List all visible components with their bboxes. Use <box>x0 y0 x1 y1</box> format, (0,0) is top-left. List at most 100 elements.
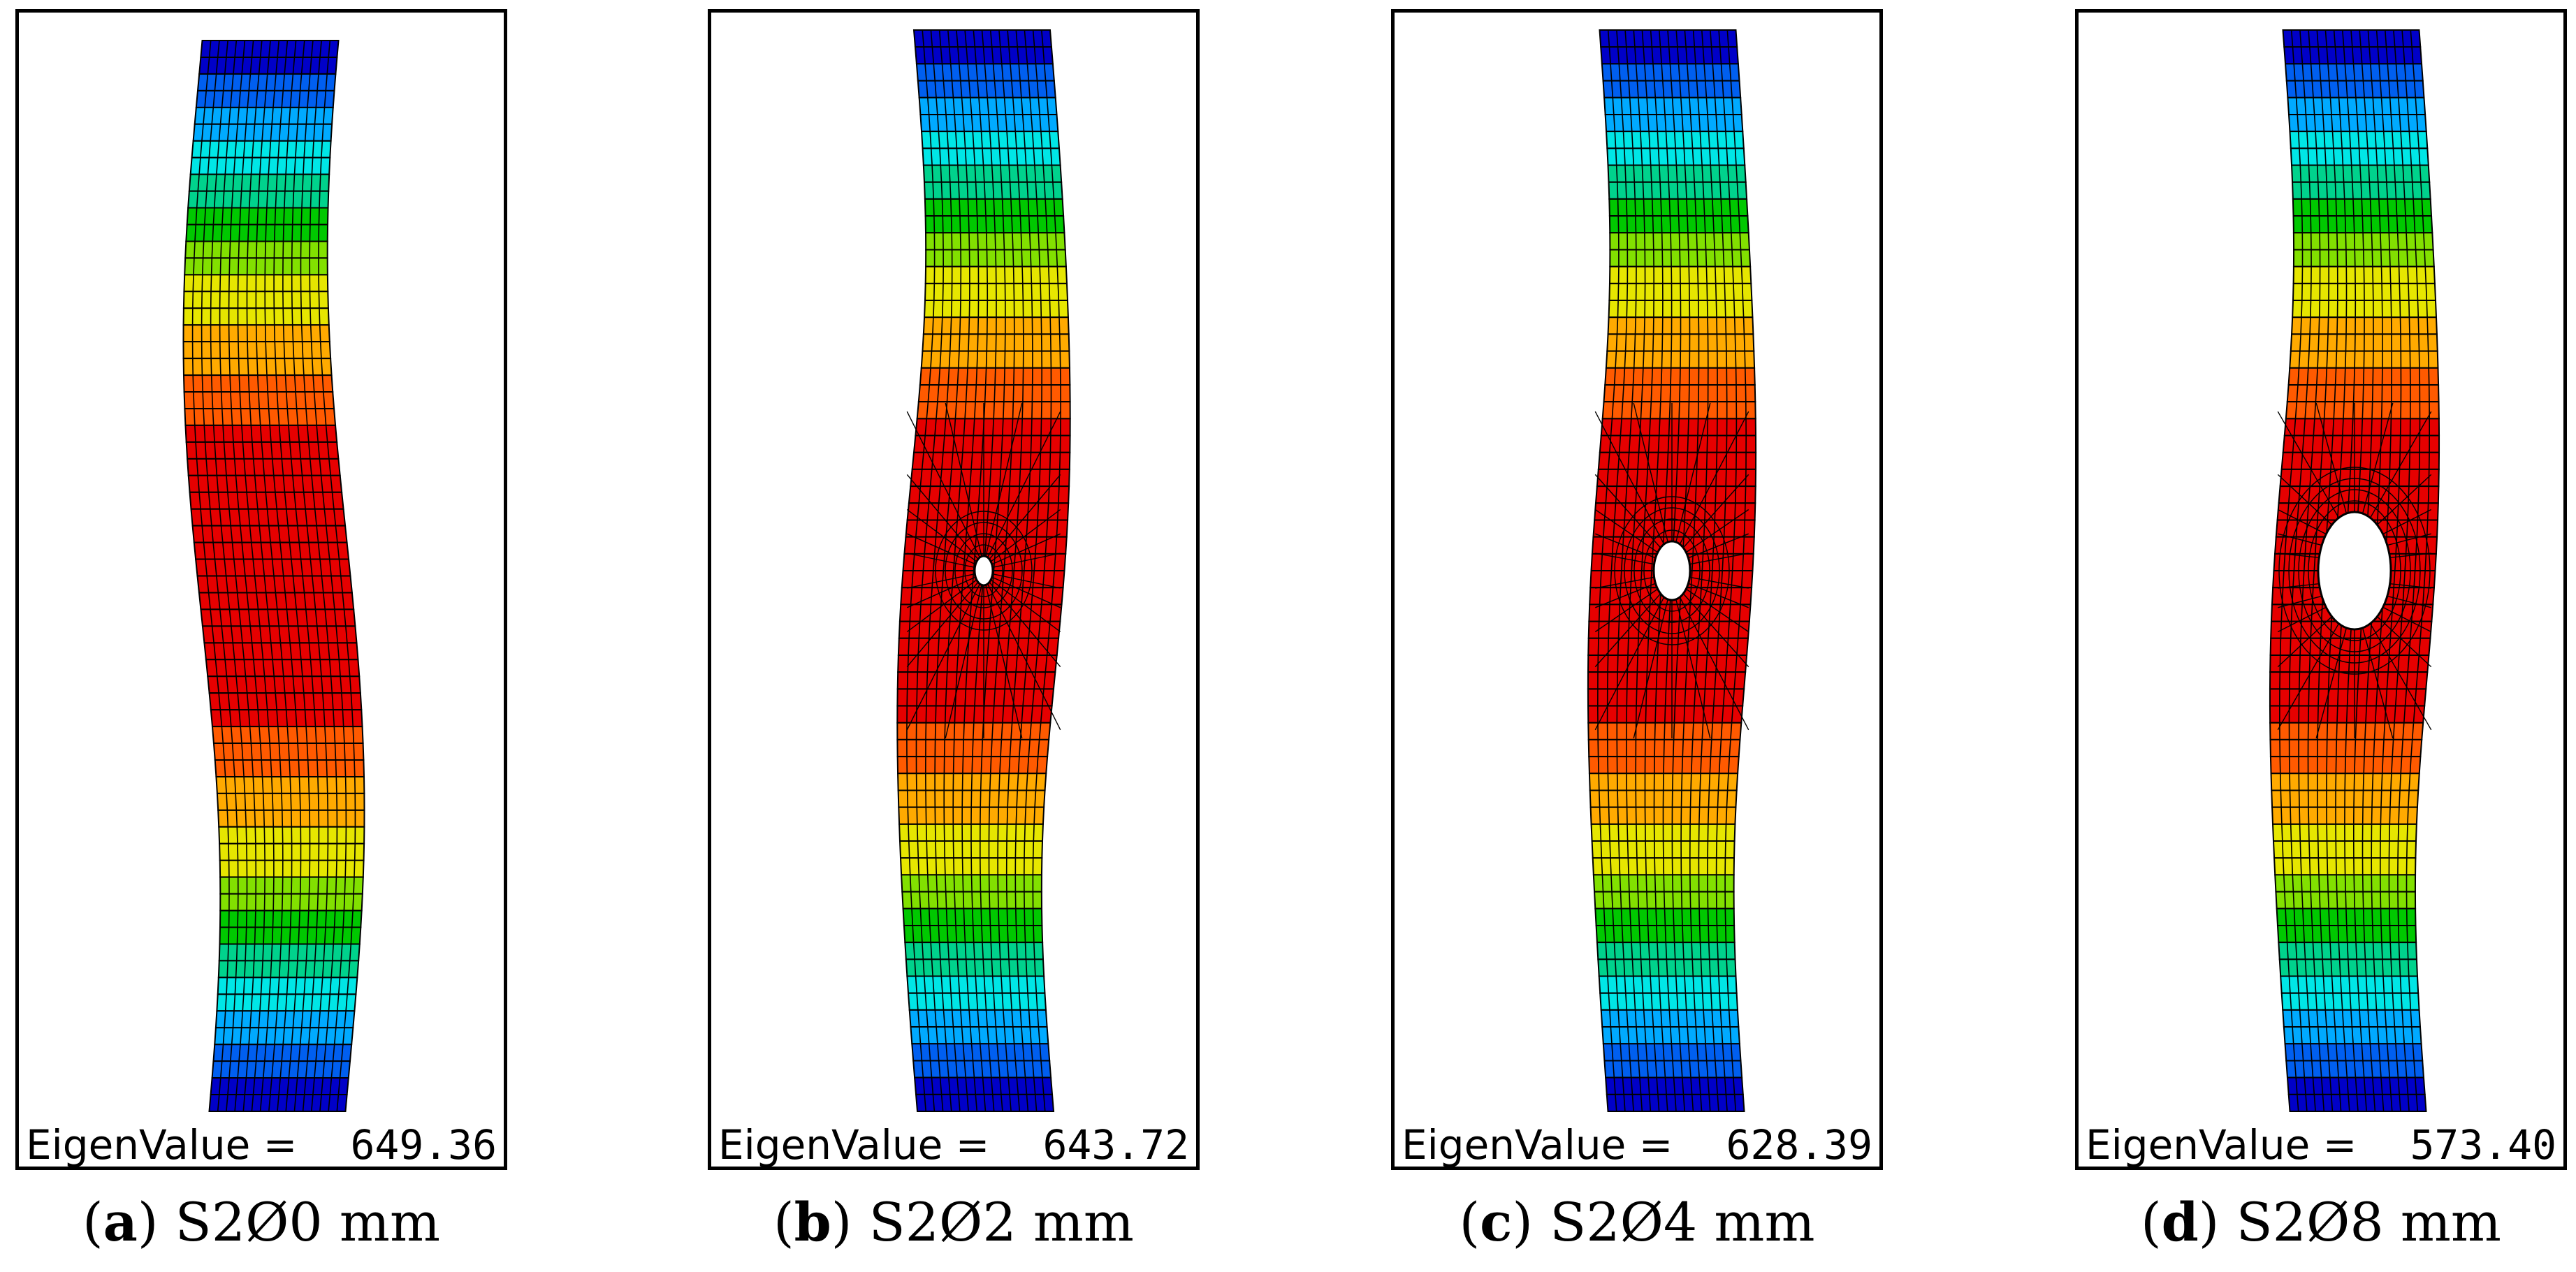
eigenvalue-label: EigenValue = <box>2086 1121 2357 1169</box>
radial-mesh-line <box>1675 402 1711 543</box>
radial-mesh-line <box>2382 606 2432 633</box>
radial-mesh-line <box>2382 509 2432 535</box>
radial-mesh-line <box>945 585 982 739</box>
radial-mesh-line <box>2277 474 2333 525</box>
eigenvalue-readout-d: EigenValue = 573.40 <box>2086 1120 2556 1170</box>
radial-mesh-line <box>2387 595 2431 608</box>
mesh-column-line <box>291 40 329 1112</box>
radial-mesh-line <box>907 576 976 608</box>
radial-mesh-line <box>1594 597 1665 731</box>
beam-mode-shape-a <box>182 40 365 1112</box>
radial-mesh-line <box>989 581 1061 668</box>
radial-mesh-line <box>2362 627 2394 739</box>
radial-mesh-line <box>1594 588 1659 633</box>
radial-mesh-line <box>2277 623 2340 731</box>
caption-label: S2Ø0 mm <box>175 1191 441 1253</box>
caption-d: (d) S2Ø8 mm <box>2141 1191 2501 1253</box>
radial-mesh-line <box>985 402 1023 557</box>
radial-mesh-line <box>2278 533 2322 546</box>
caption-label: S2Ø8 mm <box>2236 1191 2501 1253</box>
beam-mode-shape-d <box>2269 29 2440 1112</box>
radial-mesh-line <box>2277 606 2327 633</box>
eigenvalue-value: 573.40 <box>2410 1121 2556 1169</box>
mesh-column-line <box>191 40 230 1112</box>
radial-mesh-line <box>1688 583 1749 608</box>
radial-mesh-line <box>1594 411 1665 545</box>
mesh-column-line <box>246 40 284 1112</box>
caption-label: S2Ø2 mm <box>868 1191 1134 1253</box>
radial-mesh-line <box>1675 599 1711 739</box>
mesh-column-line <box>318 40 356 1112</box>
beam-mode-shape-c <box>1587 29 1757 1112</box>
eigenvalue-readout-b: EigenValue = 643.72 <box>718 1120 1189 1170</box>
radial-mesh-line <box>1633 599 1668 739</box>
mesh-column-line <box>237 40 275 1112</box>
radial-mesh-line <box>2369 623 2432 731</box>
radial-mesh-line <box>906 583 981 731</box>
eigenvalue-label: EigenValue = <box>1402 1121 1673 1169</box>
eigenvalue-label: EigenValue = <box>26 1121 298 1169</box>
ring-mesh-line <box>964 544 1003 597</box>
ring-mesh-line <box>1614 496 1730 645</box>
radial-mesh-line <box>991 576 1061 608</box>
radial-mesh-line <box>2376 474 2432 525</box>
panel-b: EigenValue = 643.72 <box>708 9 1200 1170</box>
caption-a: (a) S2Ø0 mm <box>82 1191 441 1253</box>
mesh-column-line <box>300 40 338 1112</box>
beam-mode-shape-b <box>896 29 1071 1112</box>
radial-mesh-line <box>1594 509 1659 553</box>
radial-mesh-line <box>906 579 977 633</box>
radial-mesh-line <box>1679 597 1749 731</box>
radial-mesh-line <box>1594 593 1661 668</box>
radial-mesh-line <box>906 474 979 560</box>
radial-mesh-line <box>907 573 975 589</box>
radial-mesh-line <box>2315 402 2348 514</box>
mesh-column-line <box>219 40 257 1112</box>
radial-mesh-line <box>2277 411 2340 518</box>
radial-mesh-line <box>906 509 977 562</box>
circular-hole <box>1652 540 1691 601</box>
radial-mesh-line <box>907 533 976 565</box>
radial-mesh-line <box>2376 616 2432 668</box>
radial-mesh-line <box>1595 533 1656 559</box>
caption-letter: c <box>1480 1191 1513 1253</box>
eigenvalue-value: 649.36 <box>350 1121 497 1169</box>
circular-hole <box>2317 511 2392 631</box>
radial-mesh-line <box>985 585 1023 739</box>
panel-d: EigenValue = 573.40 <box>2075 9 2567 1170</box>
mesh-column-line <box>201 40 239 1112</box>
caption-label: S2Ø4 mm <box>1550 1191 1815 1253</box>
radial-mesh-line <box>1685 509 1749 553</box>
panel-a: EigenValue = 649.36 <box>15 9 507 1170</box>
ring-mesh-line <box>2298 489 2411 652</box>
eigenvalue-readout-a: EigenValue = 649.36 <box>26 1120 497 1170</box>
ring-mesh-line <box>2278 467 2431 675</box>
circular-hole <box>973 555 994 587</box>
ring-mesh-line <box>945 522 1023 620</box>
radial-mesh-line <box>2277 509 2327 535</box>
ring-mesh-line <box>1624 507 1720 634</box>
panel-c: EigenValue = 628.39 <box>1391 9 1883 1170</box>
ring-mesh-line <box>954 533 1013 608</box>
caption-c: (c) S2Ø4 mm <box>1459 1191 1815 1253</box>
radial-mesh-line <box>2387 533 2431 546</box>
radial-mesh-line <box>991 533 1061 565</box>
radial-mesh-line <box>2389 553 2431 558</box>
mesh-column-line <box>255 40 293 1112</box>
radial-mesh-line <box>1595 583 1656 608</box>
radial-mesh-line <box>2362 402 2394 514</box>
radial-mesh-line <box>2389 583 2431 589</box>
mesh-column-line <box>282 40 320 1112</box>
radial-mesh-line <box>990 579 1061 633</box>
radial-mesh-line <box>992 573 1061 589</box>
radial-mesh-line <box>2315 627 2348 739</box>
radial-mesh-line <box>907 553 975 568</box>
radial-mesh-line <box>2278 595 2322 608</box>
ring-mesh-line <box>1643 529 1701 612</box>
caption-letter: b <box>794 1191 831 1253</box>
caption-letter: d <box>2161 1191 2199 1253</box>
radial-mesh-line <box>2278 583 2320 589</box>
eigenvalue-readout-c: EigenValue = 628.39 <box>1402 1120 1872 1170</box>
radial-mesh-line <box>1594 474 1661 548</box>
radial-mesh-line <box>945 402 982 557</box>
